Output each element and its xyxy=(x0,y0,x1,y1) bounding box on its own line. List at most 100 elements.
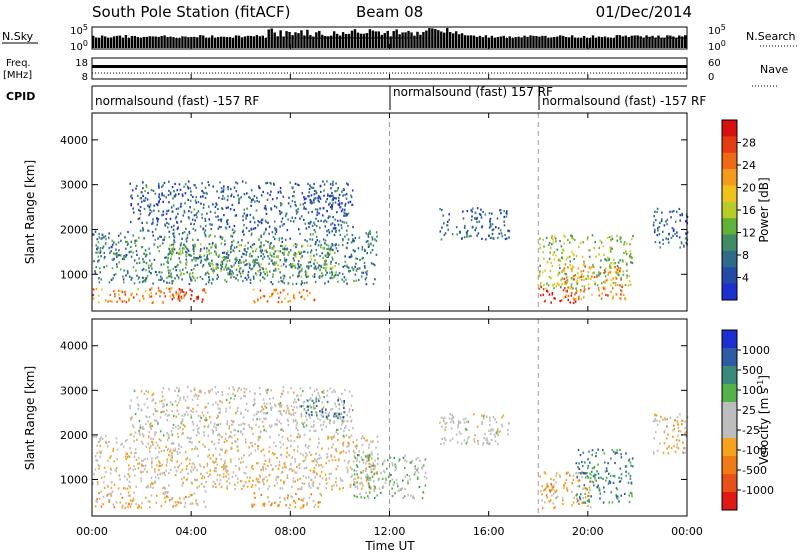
echo-cell xyxy=(338,206,341,209)
echo-cell xyxy=(177,212,179,215)
echo-cell xyxy=(150,189,153,192)
echo-cell xyxy=(188,230,191,233)
echo-cell xyxy=(602,501,605,504)
nsky-bar xyxy=(374,31,378,48)
echo-cell xyxy=(313,221,315,224)
echo-cell xyxy=(625,474,627,477)
echo-cell xyxy=(332,180,334,183)
echo-cell xyxy=(343,429,345,432)
echo-cell xyxy=(591,480,593,483)
echo-cell xyxy=(141,276,144,279)
echo-cell xyxy=(392,483,395,486)
echo-cell xyxy=(250,441,253,445)
echo-cell xyxy=(359,493,361,496)
nsky-bar xyxy=(490,35,494,48)
echo-cell xyxy=(218,432,220,436)
echo-cell xyxy=(334,251,336,254)
echo-cell xyxy=(171,497,173,500)
echo-cell xyxy=(673,424,675,427)
echo-cell xyxy=(187,406,190,409)
echo-cell xyxy=(201,216,203,219)
echo-cell xyxy=(245,181,247,184)
echo-cell xyxy=(473,440,476,443)
echo-cell xyxy=(168,388,170,391)
echo-cell xyxy=(141,440,143,443)
echo-cell xyxy=(309,261,312,264)
echo-cell xyxy=(215,457,218,460)
echo-cell xyxy=(465,442,468,445)
echo-cell xyxy=(252,479,254,482)
echo-cell xyxy=(277,402,280,406)
echo-cell xyxy=(539,247,541,250)
echo-cell xyxy=(186,395,189,398)
echo-cell xyxy=(179,471,182,474)
echo-cell xyxy=(239,272,242,275)
echo-cell xyxy=(97,483,99,486)
echo-cell xyxy=(270,190,272,193)
echo-cell xyxy=(604,470,607,473)
echo-cell xyxy=(234,214,237,217)
echo-cell xyxy=(578,467,580,471)
echo-cell xyxy=(653,437,655,440)
nsky-bar xyxy=(184,36,187,48)
echo-cell xyxy=(659,221,661,224)
echo-cell xyxy=(190,194,192,197)
echo-cell xyxy=(364,469,367,472)
echo-cell xyxy=(335,182,337,185)
echo-cell xyxy=(303,408,306,411)
echo-cell xyxy=(334,402,336,405)
echo-cell xyxy=(274,228,277,231)
echo-cell xyxy=(412,495,414,498)
echo-cell xyxy=(147,500,150,503)
echo-cell xyxy=(315,464,317,467)
echo-cell xyxy=(250,198,253,201)
echo-cell xyxy=(99,250,102,253)
echo-cell xyxy=(125,254,128,257)
nsky-bar xyxy=(341,32,345,48)
echo-cell xyxy=(209,473,211,476)
echo-cell xyxy=(199,465,202,468)
echo-cell xyxy=(589,480,591,483)
echo-cell xyxy=(308,265,310,268)
echo-cell xyxy=(221,236,224,239)
echo-cell xyxy=(148,500,151,503)
echo-cell xyxy=(108,498,111,501)
echo-cell xyxy=(572,478,575,481)
echo-cell xyxy=(316,446,319,449)
nsky-bar xyxy=(615,35,618,48)
echo-cell xyxy=(298,274,300,277)
echo-cell xyxy=(263,277,266,280)
echo-cell xyxy=(233,230,236,233)
echo-cell xyxy=(370,487,373,490)
echo-cell xyxy=(234,258,236,261)
echo-cell xyxy=(424,471,427,474)
echo-cell xyxy=(348,410,350,413)
echo-cell xyxy=(195,410,198,413)
echo-cell xyxy=(360,471,363,474)
echo-cell xyxy=(180,477,183,481)
echo-cell xyxy=(303,198,306,201)
echo-cell xyxy=(156,217,158,220)
echo-cell xyxy=(367,495,369,498)
echo-cell xyxy=(233,250,235,253)
echo-cell xyxy=(542,288,545,291)
echo-cell xyxy=(218,196,220,199)
echo-cell xyxy=(573,278,575,281)
echo-cell xyxy=(300,275,303,278)
echo-cell xyxy=(281,237,283,240)
echo-cell xyxy=(492,228,495,231)
echo-cell xyxy=(336,249,339,253)
nsky-panel: N.Sky 105 100 105 100 N.Search xyxy=(2,23,798,53)
echo-cell xyxy=(294,501,297,504)
nsky-bar xyxy=(380,34,383,48)
echo-cell xyxy=(284,465,286,469)
echo-cell xyxy=(259,246,262,249)
echo-cell xyxy=(319,246,322,249)
echo-cell xyxy=(355,257,357,260)
echo-cell xyxy=(262,276,264,279)
echo-cell xyxy=(245,465,248,469)
echo-cell xyxy=(352,239,355,242)
echo-cell xyxy=(361,443,364,446)
echo-cell xyxy=(291,469,294,472)
echo-cell xyxy=(206,464,209,467)
